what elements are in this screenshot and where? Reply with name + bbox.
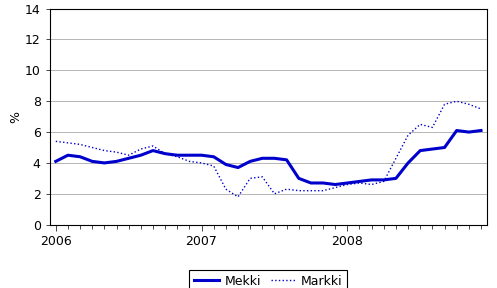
Mekki	[429, 147, 435, 151]
Markki	[296, 189, 302, 192]
Mekki	[441, 146, 447, 149]
Mekki	[284, 158, 290, 162]
Markki	[417, 123, 423, 126]
Markki	[369, 183, 375, 186]
Mekki	[405, 161, 411, 165]
Markki	[211, 164, 217, 168]
Markki	[271, 192, 277, 196]
Mekki	[77, 155, 83, 158]
Mekki	[174, 154, 180, 157]
Markki	[53, 140, 59, 143]
Mekki	[101, 161, 107, 165]
Markki	[150, 144, 156, 148]
Mekki	[113, 160, 119, 163]
Markki	[429, 126, 435, 129]
Mekki	[150, 149, 156, 152]
Mekki	[356, 180, 362, 183]
Markki	[247, 177, 253, 180]
Markki	[308, 189, 314, 192]
Mekki	[393, 177, 399, 180]
Mekki	[65, 154, 71, 157]
Markki	[259, 175, 265, 179]
Mekki	[223, 163, 229, 166]
Markki	[174, 155, 180, 158]
Markki	[101, 149, 107, 152]
Markki	[235, 195, 241, 199]
Mekki	[162, 152, 168, 156]
Line: Mekki: Mekki	[56, 130, 481, 185]
Markki	[223, 187, 229, 191]
Mekki	[53, 160, 59, 163]
Mekki	[211, 155, 217, 158]
Mekki	[344, 181, 350, 185]
Markki	[113, 150, 119, 154]
Markki	[186, 160, 192, 163]
Markki	[344, 183, 350, 186]
Markki	[126, 154, 132, 157]
Markki	[77, 143, 83, 146]
Mekki	[417, 149, 423, 152]
Markki	[65, 141, 71, 145]
Line: Markki: Markki	[56, 101, 481, 197]
Markki	[89, 146, 95, 149]
Legend: Mekki, Markki: Mekki, Markki	[189, 270, 347, 288]
Markki	[381, 180, 387, 183]
Markki	[320, 189, 326, 192]
Mekki	[478, 129, 484, 132]
Markki	[138, 147, 144, 151]
Mekki	[369, 178, 375, 182]
Mekki	[138, 154, 144, 157]
Mekki	[247, 160, 253, 163]
Mekki	[320, 181, 326, 185]
Markki	[393, 157, 399, 160]
Mekki	[381, 178, 387, 182]
Markki	[284, 187, 290, 191]
Markki	[478, 107, 484, 111]
Markki	[441, 103, 447, 106]
Markki	[199, 161, 205, 165]
Mekki	[199, 154, 205, 157]
Mekki	[454, 129, 460, 132]
Mekki	[332, 183, 338, 186]
Mekki	[466, 130, 472, 134]
Markki	[332, 186, 338, 189]
Mekki	[126, 157, 132, 160]
Markki	[466, 103, 472, 106]
Mekki	[235, 166, 241, 169]
Markki	[162, 152, 168, 156]
Y-axis label: %: %	[9, 111, 22, 123]
Mekki	[271, 157, 277, 160]
Markki	[405, 133, 411, 137]
Mekki	[89, 160, 95, 163]
Mekki	[259, 157, 265, 160]
Mekki	[296, 177, 302, 180]
Mekki	[308, 181, 314, 185]
Markki	[356, 181, 362, 185]
Markki	[454, 99, 460, 103]
Mekki	[186, 154, 192, 157]
